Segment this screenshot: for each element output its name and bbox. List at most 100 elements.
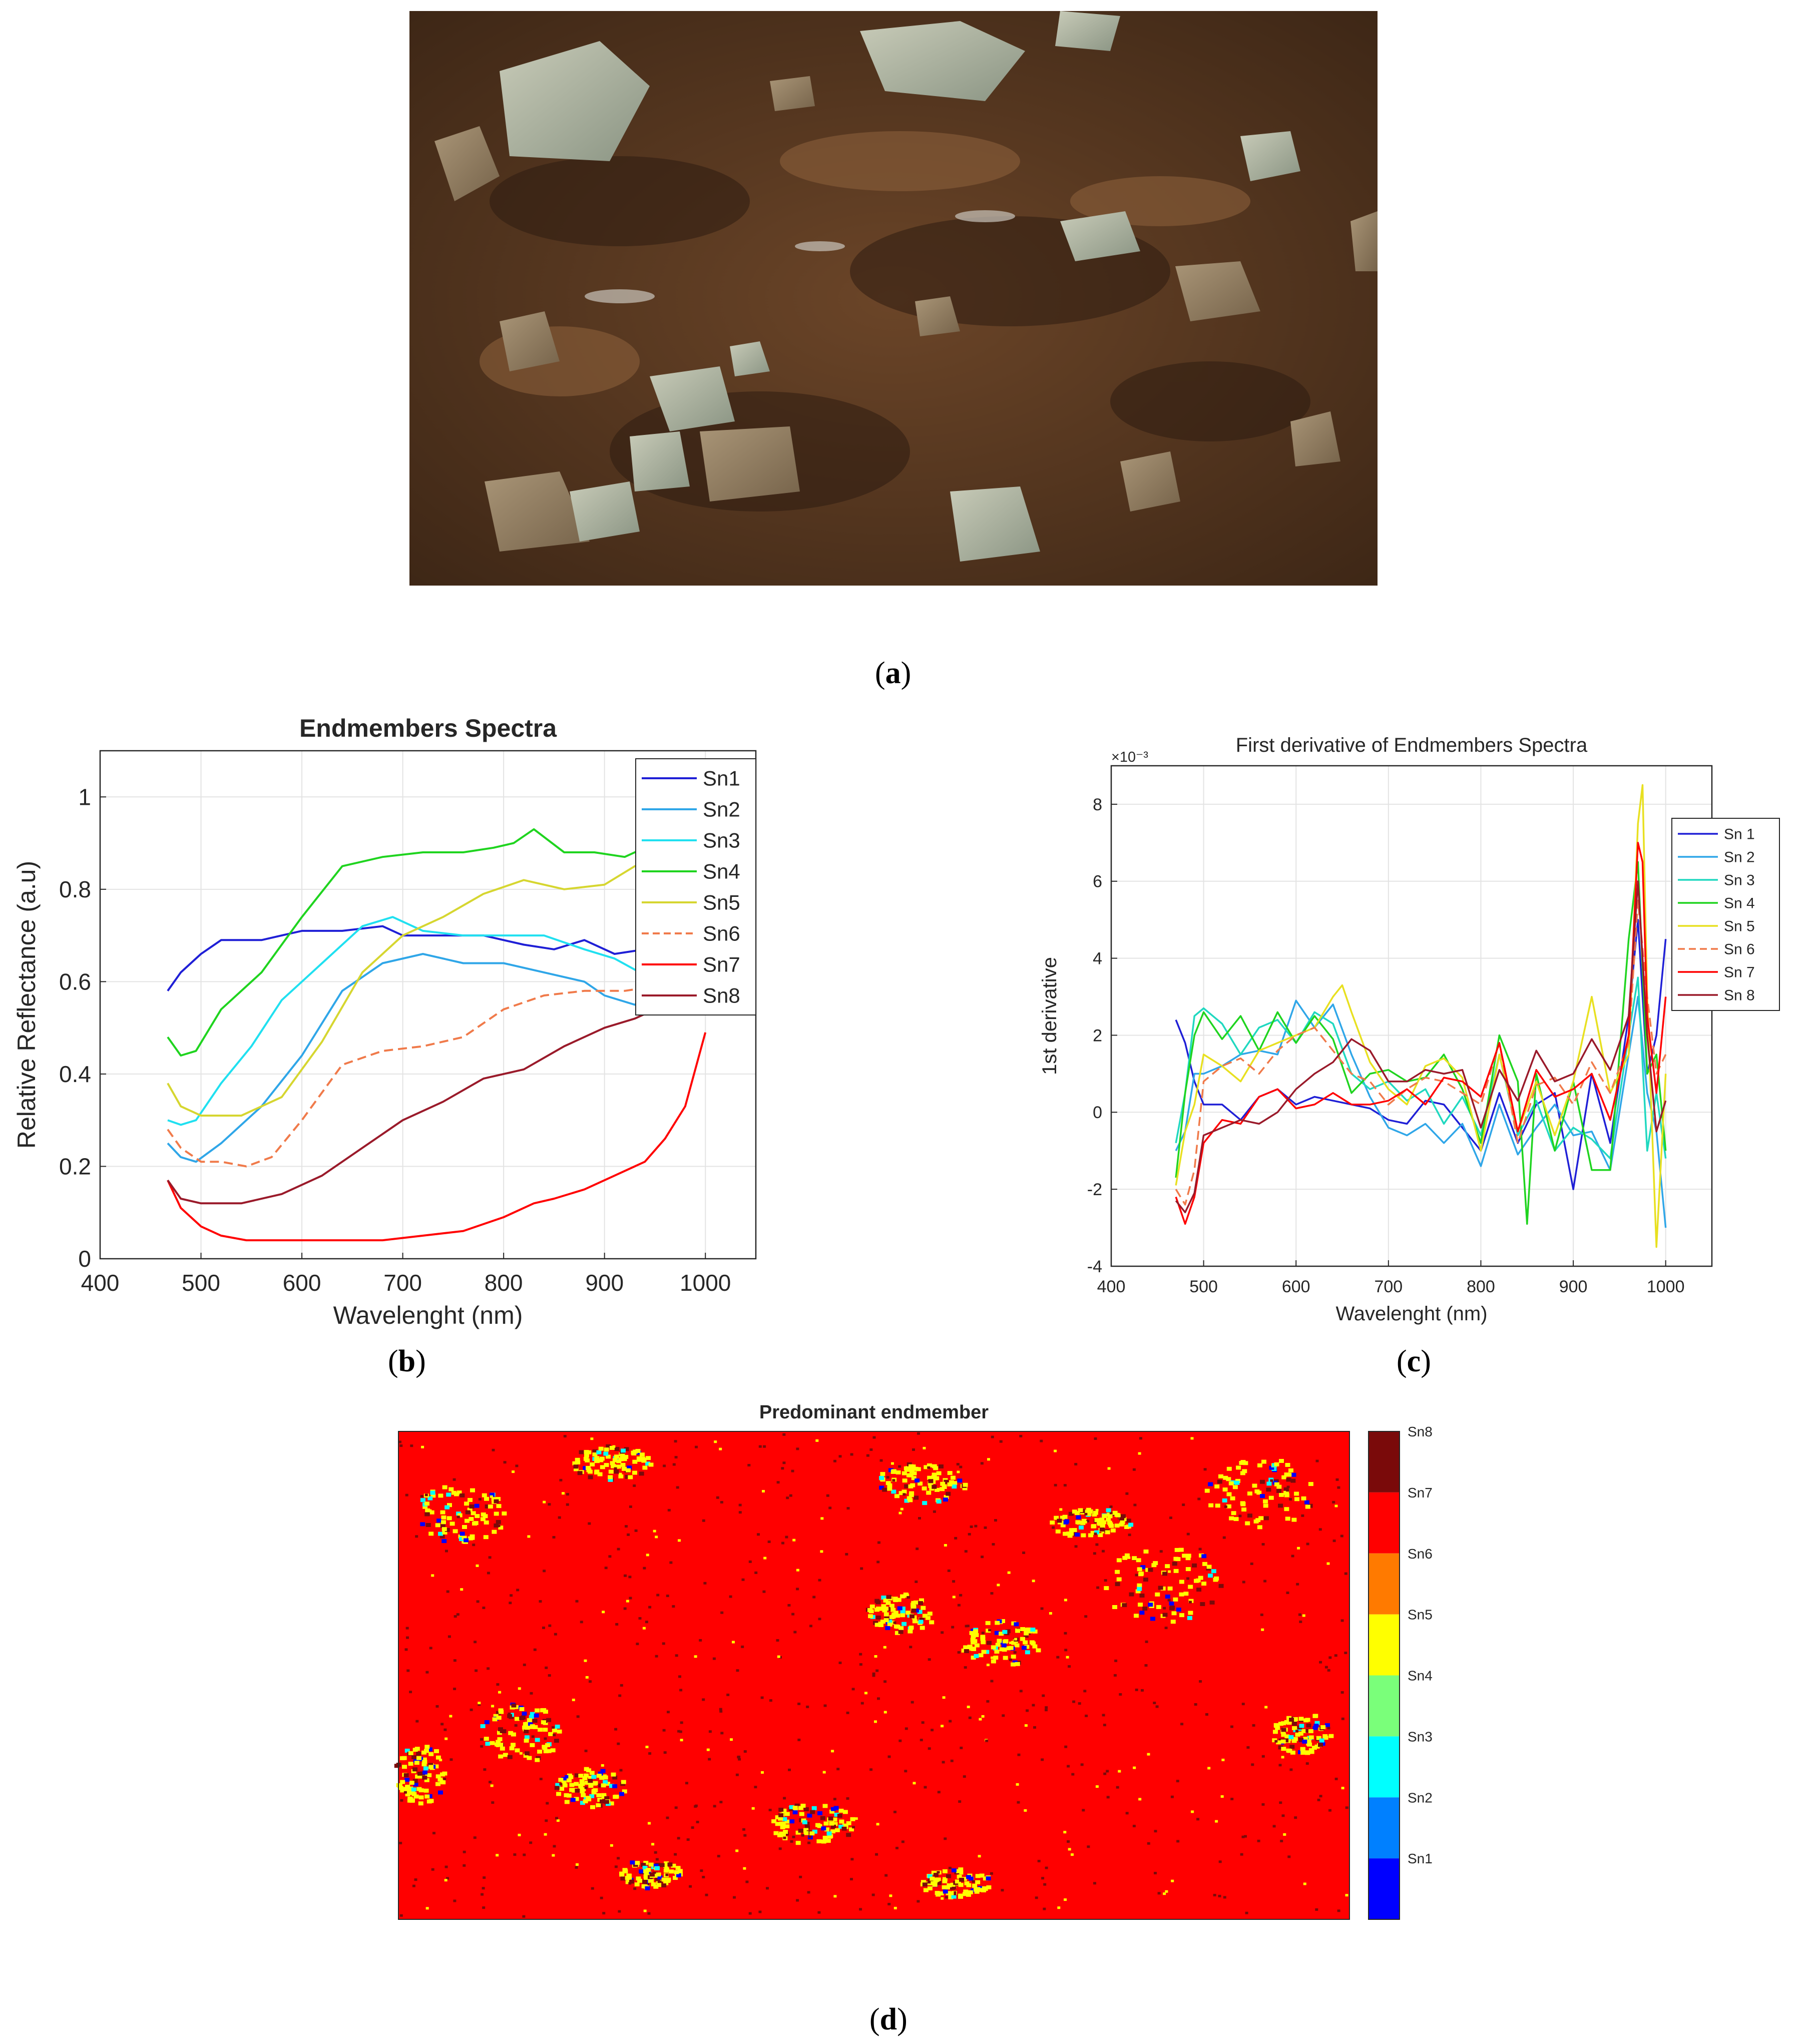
map-cell — [426, 1773, 432, 1777]
map-cell — [475, 1669, 478, 1672]
map-cell — [1294, 1497, 1299, 1501]
map-cell — [404, 1748, 410, 1753]
map-cell — [415, 1720, 419, 1723]
map-cell — [610, 1844, 613, 1847]
map-cell — [470, 1536, 475, 1540]
map-cell — [548, 1624, 552, 1627]
map-cell — [663, 1464, 666, 1467]
map-cell — [614, 1865, 618, 1868]
map-cell — [769, 1699, 772, 1702]
map-cell — [1188, 1611, 1193, 1615]
map-cell — [1165, 1564, 1170, 1569]
map-cell — [971, 1634, 976, 1639]
map-cell — [1222, 1536, 1226, 1539]
map-cell — [621, 1448, 626, 1453]
map-cell — [442, 1530, 447, 1535]
map-cell — [900, 1594, 905, 1599]
map-cell — [408, 1751, 413, 1755]
map-cell — [1063, 1484, 1067, 1487]
map-cell — [462, 1536, 467, 1540]
map-cell — [676, 1873, 681, 1877]
map-cell — [619, 1472, 622, 1475]
map-cell — [885, 1601, 891, 1605]
map-cell — [796, 1899, 799, 1902]
map-cell — [1289, 1498, 1292, 1501]
map-cell — [1211, 1569, 1216, 1574]
map-cell — [971, 1656, 976, 1660]
map-cell — [585, 1781, 590, 1785]
map-cell — [741, 1645, 744, 1648]
map-cell — [1132, 1825, 1136, 1827]
map-cell — [804, 1825, 810, 1830]
map-cell — [817, 1811, 822, 1815]
map-cell — [969, 1631, 975, 1635]
map-cell — [598, 1446, 604, 1451]
map-cell — [821, 1826, 826, 1831]
y-axis-label: Relative Reflectance (a.u) — [13, 861, 41, 1149]
map-cell — [1226, 1504, 1231, 1508]
map-cell — [1045, 1866, 1048, 1869]
map-cell — [1311, 1746, 1317, 1750]
map-cell — [648, 1462, 654, 1467]
map-cell — [1266, 1481, 1272, 1486]
map-cell — [618, 1694, 622, 1697]
map-cell — [909, 1469, 915, 1473]
map-cell — [991, 1656, 994, 1659]
map-cell — [1085, 1714, 1088, 1717]
map-cell — [1150, 1617, 1155, 1621]
map-cell — [1276, 1484, 1282, 1489]
map-cell — [949, 1720, 952, 1723]
map-cell — [1072, 1528, 1077, 1532]
map-cell — [1084, 1512, 1088, 1515]
map-cell — [913, 1600, 919, 1605]
map-cell — [828, 1816, 833, 1821]
map-cell — [816, 1839, 822, 1843]
map-cell — [1246, 1746, 1250, 1749]
map-cell — [646, 1456, 651, 1460]
map-cell — [868, 1614, 873, 1619]
map-cell — [822, 1771, 826, 1774]
map-cell — [777, 1655, 780, 1658]
map-cell — [909, 1646, 913, 1649]
map-cell — [708, 1758, 711, 1761]
legend-box — [1671, 818, 1780, 1011]
map-cell — [1294, 1816, 1297, 1819]
colorbar-segment — [1369, 1492, 1400, 1554]
map-cell — [524, 1729, 529, 1734]
y-tick-label: 0 — [78, 1246, 91, 1272]
map-cell — [443, 1728, 447, 1731]
map-cell — [655, 1858, 659, 1861]
map-cell — [586, 1465, 591, 1470]
map-cell — [519, 1707, 525, 1711]
map-cell — [1142, 1607, 1148, 1611]
map-cell — [1031, 1641, 1036, 1646]
map-cell — [836, 1768, 840, 1771]
map-cell — [439, 1759, 442, 1762]
map-cell — [981, 1650, 987, 1654]
map-cell — [1192, 1563, 1197, 1568]
map-cell — [986, 1876, 991, 1881]
map-cell — [574, 1797, 579, 1801]
map-cell — [1040, 1439, 1043, 1442]
map-cell — [1025, 1650, 1030, 1655]
map-cell — [833, 1895, 837, 1898]
map-cell — [754, 1571, 758, 1574]
map-cell — [637, 1878, 642, 1883]
map-cell — [790, 1840, 793, 1843]
map-cell — [1108, 1522, 1113, 1526]
map-cell — [964, 1666, 967, 1669]
map-cell — [1238, 1514, 1242, 1517]
map-cell — [626, 1873, 632, 1878]
map-cell — [545, 1819, 548, 1822]
map-cell — [1106, 1517, 1111, 1521]
map-cell — [990, 1680, 994, 1683]
map-cell — [558, 1778, 564, 1782]
map-cell — [713, 1805, 716, 1808]
map-cell — [962, 1486, 968, 1490]
map-cell — [823, 1704, 827, 1707]
map-cell — [555, 1783, 561, 1787]
map-cell — [781, 1467, 784, 1470]
map-cell — [945, 1896, 948, 1899]
map-cell — [440, 1723, 444, 1726]
map-cell — [680, 1721, 683, 1724]
